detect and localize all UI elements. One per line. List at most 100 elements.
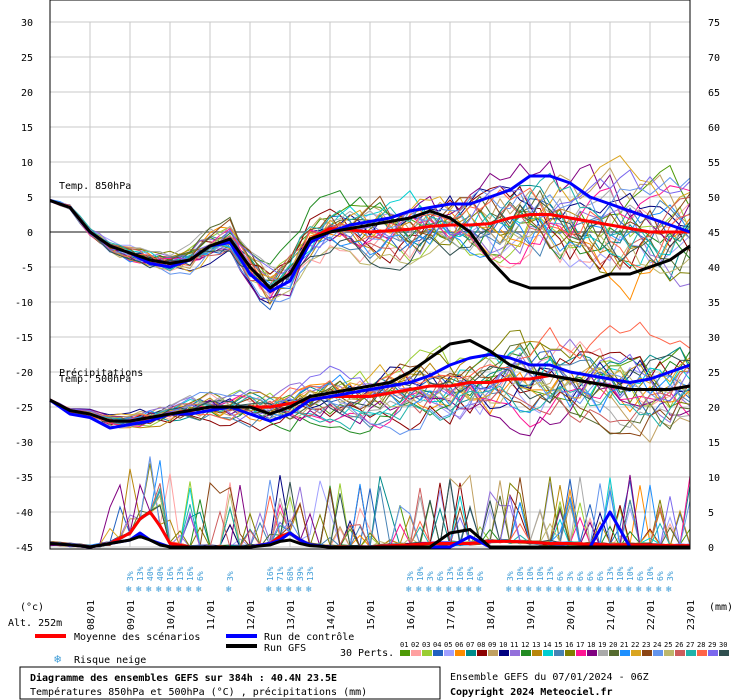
panel-label-t500: Temp. 500hPa bbox=[59, 374, 131, 385]
snow-risk-pct: 6% bbox=[476, 571, 485, 581]
snow-risk-pct: 6% bbox=[656, 571, 665, 581]
series-line-precip bbox=[49, 528, 690, 549]
pert-label: 22 bbox=[631, 641, 639, 649]
pert-label: 23 bbox=[642, 641, 650, 649]
y-tick-left: -15 bbox=[15, 333, 33, 344]
snow-risk-pct: 3% bbox=[666, 571, 675, 581]
snow-risk-pct: 13% bbox=[136, 566, 145, 581]
snow-risk-icon: ❄ bbox=[556, 585, 562, 595]
snow-risk-pct: 6% bbox=[556, 571, 565, 581]
snow-risk-icon: ❄ bbox=[666, 585, 672, 595]
snow-risk-pct: 10% bbox=[536, 566, 545, 581]
snow-risk-icon: ❄ bbox=[156, 585, 162, 595]
series-line-t850 bbox=[49, 199, 691, 290]
snow-risk-pct: 16% bbox=[186, 566, 195, 581]
y-tick-right: 15 bbox=[708, 438, 720, 449]
snow-risk-icon: ❄ bbox=[466, 585, 472, 595]
y-tick-right: 50 bbox=[708, 193, 720, 204]
pert-label: 16 bbox=[565, 641, 573, 649]
pert-label: 13 bbox=[532, 641, 540, 649]
x-tick-label: 15/01 bbox=[366, 600, 377, 630]
snow-risk-pct: 6% bbox=[596, 571, 605, 581]
y-tick-left: -30 bbox=[15, 438, 33, 449]
pert-swatch bbox=[620, 650, 630, 656]
pert-swatch bbox=[422, 650, 432, 656]
snow-risk-pct: 10% bbox=[416, 566, 425, 581]
x-tick-label: 20/01 bbox=[566, 600, 577, 630]
copyright: Copyright 2024 Meteociel.fr bbox=[450, 686, 613, 698]
snow-risk-icon: ❄ bbox=[416, 585, 422, 595]
y-tick-right: 45 bbox=[708, 228, 720, 239]
snow-risk-pct: 6% bbox=[586, 571, 595, 581]
snow-risk-icon: ❄ bbox=[656, 585, 662, 595]
y-tick-left: 5 bbox=[27, 193, 33, 204]
pert-label: 25 bbox=[664, 641, 672, 649]
pert-label: 07 bbox=[466, 641, 474, 649]
altitude-label: Alt. 252m bbox=[8, 618, 62, 629]
pert-label: 03 bbox=[422, 641, 430, 649]
y-tick-right: 75 bbox=[708, 18, 720, 29]
pert-label: 08 bbox=[477, 641, 485, 649]
y-tick-right: 60 bbox=[708, 123, 720, 134]
pert-swatch bbox=[400, 650, 410, 656]
snow-risk-pct: 40% bbox=[156, 566, 165, 581]
snow-risk-icon: ❄ bbox=[286, 585, 292, 595]
pert-swatch bbox=[499, 650, 509, 656]
snow-risk-icon: ❄ bbox=[136, 585, 142, 595]
snow-risk-pct: 3% bbox=[566, 571, 575, 581]
y-tick-right: 40 bbox=[708, 263, 720, 274]
pert-swatch bbox=[664, 650, 674, 656]
legend-snow-label: Risque neige bbox=[74, 655, 146, 666]
snow-risk-pct: 10% bbox=[466, 566, 475, 581]
snow-risk-icon: ❄ bbox=[146, 585, 152, 595]
pert-swatch bbox=[587, 650, 597, 656]
y-tick-left: 0 bbox=[27, 228, 33, 239]
y-tick-left: -20 bbox=[15, 368, 33, 379]
chart-subtitle: Températures 850hPa et 500hPa (°C) , pré… bbox=[30, 686, 367, 698]
pert-label: 27 bbox=[686, 641, 694, 649]
member-line-t850 bbox=[49, 201, 691, 302]
x-tick-label: 12/01 bbox=[246, 600, 257, 630]
x-tick-label: 21/01 bbox=[606, 600, 617, 630]
pert-swatch bbox=[708, 650, 718, 656]
member-line-t850 bbox=[49, 189, 691, 272]
snow-risk-pct: 13% bbox=[446, 566, 455, 581]
snow-risk-icon: ❄ bbox=[636, 585, 642, 595]
snow-risk-pct: 6% bbox=[636, 571, 645, 581]
snow-risk-icon: ❄ bbox=[506, 585, 512, 595]
pert-swatch bbox=[631, 650, 641, 656]
snow-risk-pct: 13% bbox=[606, 566, 615, 581]
y-tick-left: -45 bbox=[15, 543, 33, 554]
right-unit-label: (mm) bbox=[709, 602, 733, 613]
snow-risk-pct: 3% bbox=[506, 571, 515, 581]
snow-risk-icon: ❄ bbox=[446, 585, 452, 595]
x-tick-label: 13/01 bbox=[286, 600, 297, 630]
snow-risk-icon: ❄ bbox=[566, 585, 572, 595]
snow-risk-icon: ❄ bbox=[406, 585, 412, 595]
snow-risk-icon: ❄ bbox=[526, 585, 532, 595]
y-tick-right: 35 bbox=[708, 298, 720, 309]
panel-label-t850: Temp. 850hPa bbox=[59, 181, 131, 192]
pert-label: 18 bbox=[587, 641, 595, 649]
y-tick-right: 30 bbox=[708, 333, 720, 344]
pert-swatch bbox=[521, 650, 531, 656]
snow-risk-pct: 16% bbox=[456, 566, 465, 581]
y-tick-right: 5 bbox=[708, 508, 714, 519]
pert-label: 14 bbox=[543, 641, 551, 649]
pert-swatch bbox=[719, 650, 729, 656]
member-line-t850 bbox=[49, 199, 691, 283]
snow-risk-band: ❄3%❄13%❄40%❄40%❄16%❄13%❄16%❄6%❄3%❄16%❄71… bbox=[126, 566, 675, 595]
pert-swatch bbox=[477, 650, 487, 656]
y-tick-right: 70 bbox=[708, 53, 720, 64]
perturbation-legend: 01 02 03 04 05 06 07 08 09 10 11 12 13 14 15 16 17 18 19 20… bbox=[400, 641, 729, 656]
legend: Moyenne des scénarios Run de contrôle Ru… bbox=[35, 631, 729, 666]
left-unit-label: (°c) bbox=[20, 602, 44, 613]
pert-label: 01 bbox=[400, 641, 408, 649]
legend-control-label: Run de contrôle bbox=[264, 631, 354, 643]
snow-risk-icon: ❄ bbox=[276, 585, 282, 595]
snow-risk-pct: 6% bbox=[436, 571, 445, 581]
y-tick-left: 30 bbox=[21, 18, 33, 29]
y-tick-left: 15 bbox=[21, 123, 33, 134]
